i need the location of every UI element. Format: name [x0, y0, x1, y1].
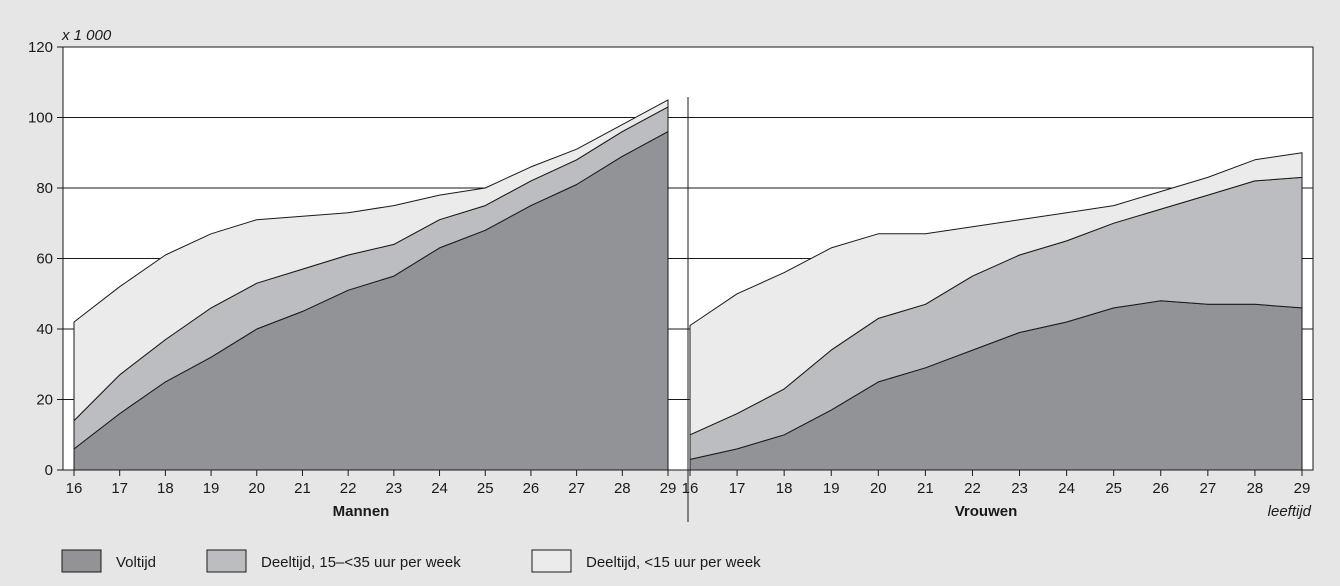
x-tick-label: 21: [294, 480, 311, 497]
x-tick-label: 19: [203, 480, 220, 497]
x-tick-label: 19: [823, 480, 840, 497]
y-tick-label: 20: [36, 392, 53, 409]
y-unit-label: x 1 000: [61, 27, 112, 44]
y-tick-label: 60: [36, 251, 53, 268]
x-tick-label: 16: [682, 480, 699, 497]
x-tick-label: 22: [964, 480, 981, 497]
x-tick-label: 26: [1152, 480, 1169, 497]
x-tick-label: 29: [660, 480, 677, 497]
area-series: [73, 99, 1303, 471]
x-tick-label: 16: [66, 480, 83, 497]
legend-label: Deeltijd, <15 uur per week: [586, 554, 761, 571]
axes: 0 20 40 60 80 100 120 16 17 18 19 20 21 22 23 24 25 26 27 2…: [28, 39, 1310, 522]
x-tick-label: 17: [729, 480, 746, 497]
y-tick-label: 80: [36, 180, 53, 197]
x-tick-label: 23: [386, 480, 403, 497]
legend: Voltijd Deeltijd, 15–<35 uur per week Deel…: [61, 549, 761, 573]
x-tick-label: 22: [340, 480, 357, 497]
y-tick-label: 100: [28, 110, 53, 127]
x-tick-label: 24: [1058, 480, 1075, 497]
x-tick-label: 27: [1200, 480, 1217, 497]
x-tick-label: 28: [614, 480, 631, 497]
legend-label: Voltijd: [116, 554, 156, 571]
y-tick-label: 0: [45, 462, 53, 479]
legend-swatch: [531, 549, 572, 573]
x-tick-label: 18: [776, 480, 793, 497]
legend-label: Deeltijd, 15–<35 uur per week: [261, 554, 461, 571]
x-tick-label: 23: [1011, 480, 1028, 497]
x-tick-label: 17: [111, 480, 128, 497]
x-tick-label: 20: [248, 480, 265, 497]
legend-swatch: [206, 549, 247, 573]
x-tick-label: 29: [1294, 480, 1311, 497]
area-vrouwen-deeltijd-15-uur-per-week: [689, 152, 1303, 436]
x-tick-label: 20: [870, 480, 887, 497]
x-tick-label: 25: [1105, 480, 1122, 497]
x-tick-label: 21: [917, 480, 934, 497]
x-tick-label: 27: [568, 480, 585, 497]
x-tick-label: 25: [477, 480, 494, 497]
panel-label-mannen: Mannen: [333, 503, 390, 520]
x-tick-label: 26: [523, 480, 540, 497]
y-tick-label: 120: [28, 39, 53, 56]
x-tick-label: 24: [431, 480, 448, 497]
area-mannen-deeltijd-15-uur-per-week: [73, 99, 669, 422]
legend-swatch: [61, 549, 102, 573]
x-unit-label: leeftijd: [1268, 503, 1312, 520]
panel-label-vrouwen: Vrouwen: [955, 503, 1018, 520]
x-tick-label: 18: [157, 480, 174, 497]
y-tick-label: 40: [36, 321, 53, 338]
x-tick-label: 28: [1247, 480, 1264, 497]
